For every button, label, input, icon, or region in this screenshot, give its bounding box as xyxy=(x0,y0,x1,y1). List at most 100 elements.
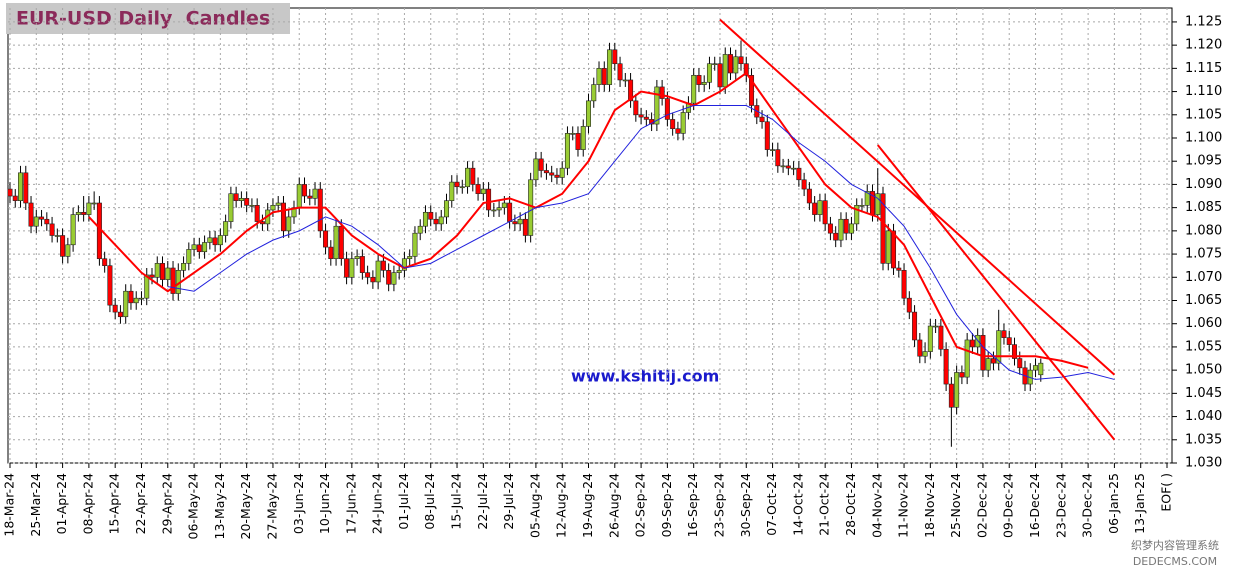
candle-body xyxy=(1006,337,1012,345)
x-tick-label: 13-Jan-25 xyxy=(1132,473,1147,534)
candle-body xyxy=(386,270,392,285)
y-tick-label: 1.080 xyxy=(1185,223,1222,238)
candle-body xyxy=(1011,344,1017,359)
candle-body xyxy=(81,211,87,215)
candle-body xyxy=(643,116,649,120)
corner-watermark: DEDECMS.COM xyxy=(1133,555,1217,568)
candle-body xyxy=(412,232,418,257)
y-tick-label: 1.105 xyxy=(1185,107,1222,122)
x-tick-label: 23-Sep-24 xyxy=(711,473,726,537)
candle-body xyxy=(312,188,318,199)
candle-body xyxy=(864,191,870,206)
candle-body xyxy=(901,270,907,299)
candle-body xyxy=(60,235,66,257)
candle-body xyxy=(533,158,539,181)
candle-body xyxy=(785,165,791,169)
candle-body xyxy=(712,63,718,66)
candle-body xyxy=(743,63,749,76)
candle-body xyxy=(354,256,360,260)
candle-body xyxy=(23,172,29,204)
candle-body xyxy=(86,202,92,215)
x-tick-label: 29-Apr-24 xyxy=(159,473,174,534)
candle-body xyxy=(1017,358,1023,369)
candle-body xyxy=(954,372,960,408)
candle-body xyxy=(344,258,350,278)
candle-body xyxy=(128,290,134,304)
y-tick-label: 1.070 xyxy=(1185,270,1222,285)
candle-body xyxy=(770,149,776,151)
candle-body xyxy=(396,270,402,273)
corner-watermark: 织梦内容管理系统 xyxy=(1131,538,1219,552)
x-tick-label: 06-May-24 xyxy=(186,473,201,540)
candle-body xyxy=(927,325,933,352)
watermark: www.kshitij.com xyxy=(571,367,719,386)
y-tick-label: 1.060 xyxy=(1185,316,1222,331)
x-tick-label: 02-Sep-24 xyxy=(633,473,648,537)
candle-body xyxy=(822,200,828,225)
x-tick-label: 09-Dec-24 xyxy=(1001,473,1016,538)
candle-body xyxy=(612,49,618,65)
candle-body xyxy=(522,218,528,236)
y-tick-label: 1.040 xyxy=(1185,409,1222,424)
y-tick-label: 1.095 xyxy=(1185,154,1222,169)
candle-body xyxy=(75,211,81,215)
candle-body xyxy=(817,200,823,215)
candle-body xyxy=(727,54,733,74)
x-tick-label: 12-Aug-24 xyxy=(554,473,569,538)
candle-body xyxy=(275,202,281,206)
candle-body xyxy=(107,265,113,306)
candle-body xyxy=(491,209,497,212)
y-tick-label: 1.120 xyxy=(1185,38,1222,53)
candle-body xyxy=(223,221,229,236)
candle-body xyxy=(906,297,912,313)
candle-body xyxy=(338,225,344,260)
y-tick-label: 1.115 xyxy=(1185,61,1222,76)
x-tick-label: 04-Nov-24 xyxy=(869,473,884,538)
candle-body xyxy=(780,165,786,168)
x-tick-label: 27-May-24 xyxy=(264,473,279,540)
candle-body xyxy=(801,179,807,190)
candle-body xyxy=(796,167,802,181)
candle-body xyxy=(622,79,628,82)
x-tick-label: 15-Jul-24 xyxy=(449,473,464,530)
candle-body xyxy=(422,211,428,227)
candle-body xyxy=(943,348,949,385)
candle-body xyxy=(407,256,413,260)
candle-body xyxy=(165,267,171,280)
candle-body xyxy=(217,235,223,246)
candle-body xyxy=(854,205,860,225)
y-tick-label: 1.090 xyxy=(1185,177,1222,192)
x-tick-label: 08-Apr-24 xyxy=(80,473,95,534)
candle-body xyxy=(538,158,544,171)
candle-body xyxy=(591,84,597,102)
candle-body xyxy=(444,200,450,218)
candle-body xyxy=(496,207,502,211)
candle-body xyxy=(302,184,308,197)
candle-body xyxy=(359,256,365,273)
y-tick-label: 1.100 xyxy=(1185,131,1222,146)
candle-body xyxy=(249,205,255,207)
y-tick-label: 1.055 xyxy=(1185,339,1222,354)
candle-body xyxy=(1033,365,1039,371)
candle-body xyxy=(875,193,881,215)
candle-body xyxy=(196,244,202,253)
candle-body xyxy=(564,133,570,169)
x-tick-label: 24-Jun-24 xyxy=(370,473,385,534)
candle-body xyxy=(12,195,18,201)
candle-body xyxy=(549,172,555,176)
candle-body xyxy=(838,218,844,241)
candle-body xyxy=(65,244,71,257)
x-tick-label: 25-Nov-24 xyxy=(948,473,963,538)
candle-body xyxy=(54,235,60,237)
candle-body xyxy=(349,258,355,278)
x-tick-label: 01-Apr-24 xyxy=(54,473,69,534)
x-tick-label: EOF( ) xyxy=(1159,473,1174,512)
candle-body xyxy=(459,186,465,189)
candle-body xyxy=(170,267,176,294)
candle-body xyxy=(706,63,712,83)
candle-body xyxy=(144,274,150,299)
x-tick-label: 22-Apr-24 xyxy=(133,473,148,534)
candle-body xyxy=(585,100,591,127)
candle-body xyxy=(959,372,965,378)
